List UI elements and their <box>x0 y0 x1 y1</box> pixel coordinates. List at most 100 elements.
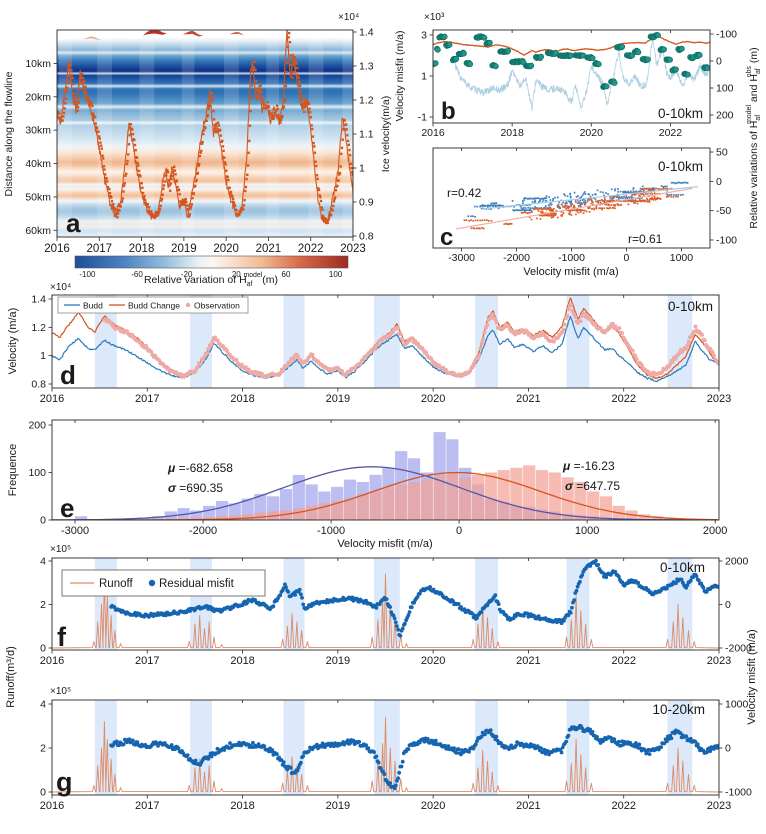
observation-dot <box>278 370 283 375</box>
velocity-dot <box>148 211 152 214</box>
velocity-dot <box>300 98 304 101</box>
scatter-dot <box>569 195 572 198</box>
scatter-dot <box>630 200 632 203</box>
scatter-dot <box>557 216 559 219</box>
scatter-dot <box>583 209 586 212</box>
scatter-dot <box>551 215 553 217</box>
velocity-dot <box>146 205 149 208</box>
scatter-dot <box>525 212 528 214</box>
velocity-dot <box>251 68 254 72</box>
residual-dot <box>374 754 379 759</box>
scatter-dot <box>612 195 615 198</box>
summer-band <box>566 558 590 650</box>
scatter-dot <box>619 204 621 206</box>
velocity-dot <box>212 109 215 113</box>
panel-letter-e: e <box>60 493 74 523</box>
velocity-dot <box>169 189 172 192</box>
residual-dot <box>580 573 585 577</box>
scatter-dot <box>657 197 660 200</box>
e-x-tick-label: -1000 <box>317 525 345 537</box>
scatter-dot <box>618 196 620 199</box>
colorbar-tick-label: -60 <box>131 270 143 279</box>
residual-dot <box>679 577 684 582</box>
scatter-dot <box>569 205 572 208</box>
velocity-dot <box>156 213 160 217</box>
velocity-dot <box>246 164 250 167</box>
velocity-dot <box>302 110 306 114</box>
scatter-dot <box>667 194 669 197</box>
velocity-dot <box>178 193 181 196</box>
velocity-dot <box>153 216 156 220</box>
hist-bar <box>190 517 203 520</box>
scatter-dot <box>550 216 553 219</box>
scatter-dot <box>674 182 676 185</box>
velocity-dot <box>168 184 171 187</box>
scatter-dot <box>588 206 591 208</box>
e-sigma-red: σ =647.75 <box>565 479 620 493</box>
observation-dot <box>157 358 162 363</box>
velocity-dot <box>340 152 343 156</box>
velocity-dot <box>72 92 76 95</box>
hist-bar <box>331 501 344 520</box>
scatter-dot <box>614 204 617 206</box>
velocity-dot <box>267 104 270 108</box>
d-legend-observation-marker <box>185 302 191 308</box>
velocity-dot <box>313 145 316 148</box>
scatter-dot <box>562 205 564 208</box>
scatter-dot <box>529 209 531 212</box>
scatter-dot <box>487 204 490 207</box>
scatter-dot <box>513 209 516 212</box>
scatter-dot <box>573 204 575 207</box>
residual-dot <box>270 748 275 752</box>
g-x-tick-label: 2020 <box>421 800 445 812</box>
scatter-dot <box>632 187 635 189</box>
observation-dot <box>610 321 615 326</box>
scatter-dot <box>524 207 527 209</box>
scatter-dot <box>576 210 578 213</box>
scatter-dot <box>480 207 483 210</box>
residual-dot <box>392 616 397 621</box>
velocity-dot <box>192 192 195 195</box>
residual-dot <box>388 781 392 786</box>
hist-bar <box>151 516 165 520</box>
velocity-dot <box>194 184 197 187</box>
residual-dot <box>694 574 699 578</box>
scatter-dot <box>584 202 587 204</box>
velocity-dot <box>170 177 173 180</box>
residual-dot <box>525 611 530 616</box>
velocity-dot <box>245 177 248 181</box>
scatter-dot <box>596 201 599 203</box>
scatter-dot <box>644 193 647 195</box>
velocity-dot <box>176 186 179 189</box>
residual-dot <box>637 742 642 747</box>
residual-dot <box>475 739 479 743</box>
colorbar-tick-label: 100 <box>329 270 343 279</box>
scatter-dot <box>578 202 581 205</box>
velocity-dot <box>228 186 231 189</box>
scatter-dot <box>614 195 616 198</box>
velocity-dot <box>316 177 319 181</box>
scatter-dot <box>569 196 572 199</box>
d-x-tick-label: 2018 <box>230 393 254 405</box>
scatter-dot <box>485 204 488 207</box>
summer-band <box>566 295 590 388</box>
velocity-dot <box>181 201 184 204</box>
velocity-dot <box>326 221 329 224</box>
scatter-dot <box>560 211 563 213</box>
residual-dot <box>664 739 669 744</box>
residual-dot <box>121 742 126 747</box>
e-mu-blue: μ =-682.658 <box>167 461 233 475</box>
teal-dot <box>538 53 545 60</box>
velocity-dot <box>277 117 281 121</box>
a-y-axis-label: Distance along the flowline <box>3 71 15 196</box>
a-y-tick-label: 20km <box>25 91 51 103</box>
residual-dot <box>572 598 577 603</box>
residual-dot <box>301 754 306 758</box>
scatter-dot <box>578 209 581 211</box>
scatter-dot <box>541 210 544 213</box>
observation-dot <box>566 307 571 312</box>
velocity-dot <box>120 199 124 203</box>
scatter-dot <box>579 199 582 202</box>
scatter-dot <box>673 194 675 196</box>
observation-dot <box>375 342 380 347</box>
